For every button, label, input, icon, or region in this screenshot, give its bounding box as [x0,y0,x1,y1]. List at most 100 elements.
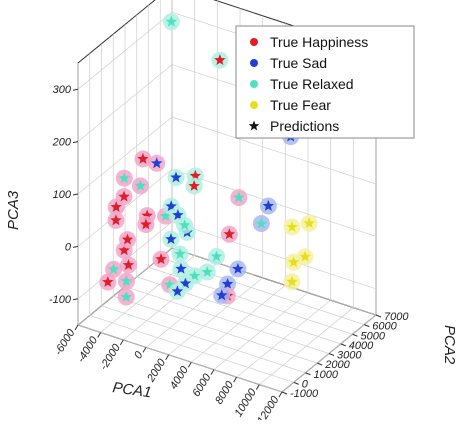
prediction-star [134,179,147,191]
x-tick-mark [165,354,170,361]
x-tick-label: -6000 [52,326,78,357]
z-tick-label: 300 [53,84,72,96]
prediction-star [171,285,184,297]
prediction-star [210,250,223,262]
z-tick-label: -100 [49,294,72,306]
x-tick-mark [97,332,102,338]
prediction-star [170,171,182,183]
prediction-star [287,256,300,268]
x-tick-mark [255,384,260,390]
prediction-star [121,233,134,245]
y-tick-mark [317,362,323,366]
z-tick-label: 100 [53,189,72,201]
prediction-star [232,262,244,274]
y-tick-mark [293,381,299,385]
z-tick-mark [72,88,79,91]
y-tick-mark [281,391,288,395]
prediction-star [172,209,184,220]
prediction-star [303,217,315,229]
x-tick-mark [210,369,215,375]
prediction-star [102,276,114,287]
prediction-star [286,275,298,287]
y-tick-label: 2000 [324,359,350,371]
z-tick-label: 0 [65,241,72,253]
x-axis-label: PCA1 [111,379,152,401]
legend-label: True Relaxed [270,76,354,92]
x-tick-mark [233,376,238,383]
x-tick-label: 2000 [145,356,169,385]
axis-labels: PCA1 PCA2 PCA3 [5,190,458,401]
prediction-star [120,291,132,302]
z-axis-label: PCA3 [5,190,22,230]
prediction-star [120,275,133,287]
legend-box [235,25,415,139]
x-tick-label: 4000 [168,364,192,392]
legend-star-marker [248,120,260,131]
x-tick-label: 8000 [213,379,237,407]
prediction-star [201,266,213,277]
x-tick-label: -4000 [75,334,101,365]
x-tick-mark [187,361,192,368]
y-tick-label: 3000 [337,350,362,362]
y-tick-label: 7000 [384,311,409,323]
legend-label: Predictions [270,118,339,134]
x-tick-mark [119,339,124,346]
prediction-star [175,262,187,274]
y-tick-label: 5000 [361,330,386,342]
grid-line-z-left [77,11,173,90]
x-tick-label: 6000 [190,371,214,399]
prediction-star [155,253,167,265]
legend-label: True Sad [270,55,327,71]
x-tick-label: -2000 [98,341,124,372]
legend-dot-marker [250,38,258,46]
y-axis-label: PCA2 [441,325,458,365]
grid-line-y-floor [124,286,330,354]
prediction-star [140,218,152,230]
y-tick-mark [375,314,382,318]
x-tick-mark [142,347,147,353]
x-tick-label: 12000 [255,393,282,420]
z-tick-mark [72,141,79,144]
y-tick-label: 0 [302,378,309,390]
y-tick-label: -1000 [290,388,319,400]
x-tick-label: 10000 [232,386,259,419]
grid-line-z-left [77,169,173,247]
prediction-star [110,214,122,226]
y-tick-mark [364,324,370,328]
z-tick-mark [72,298,79,301]
grid-line-y-floor [101,305,306,374]
y-tick-mark [305,372,311,376]
grid-line-y-floor [171,247,377,316]
prediction-star [179,277,192,289]
prediction-star [122,259,135,270]
z-tick-mark [72,193,79,196]
grid-line-y-floor [89,315,294,383]
y-tick-mark [328,353,335,356]
prediction-star [286,220,298,232]
y-tick-label: 4000 [349,340,374,352]
y-tick-label: 6000 [372,321,397,333]
prediction-star [107,263,120,275]
prediction-star [165,200,177,212]
prediction-star [188,180,200,191]
prediction-star [137,152,149,164]
prediction-star [189,169,202,181]
grid-line-z-back [171,221,377,290]
grid-line-z-left [77,116,173,195]
data-points [99,13,318,306]
grid-line-y-floor [113,295,318,364]
z-tick-label: 200 [52,137,72,149]
prediction-star [165,233,177,245]
prediction-star [118,190,130,202]
legend-dot-marker [250,101,258,109]
prediction-star [221,278,234,289]
legend-label: True Happiness [270,34,368,50]
prediction-star [118,172,130,184]
prediction-star [151,157,163,169]
x-tick-mark [74,324,79,331]
legend-dot-marker [250,80,258,88]
prediction-star [216,289,228,301]
y-tick-mark [340,343,346,347]
